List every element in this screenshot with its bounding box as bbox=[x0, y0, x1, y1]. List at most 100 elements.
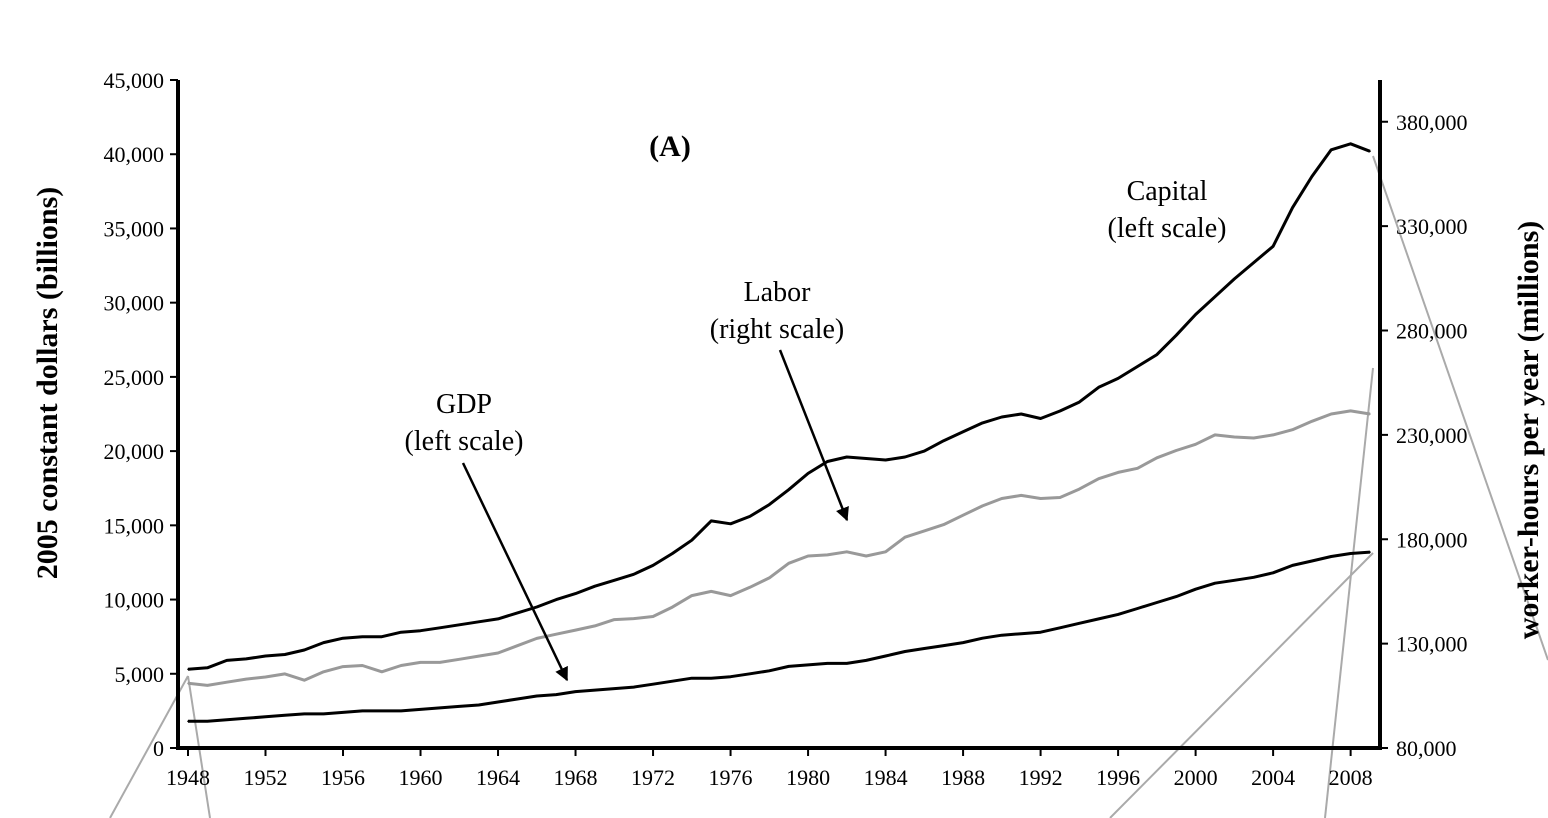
gdp-data-point bbox=[671, 680, 674, 682]
labor-data-point bbox=[555, 633, 557, 635]
labor-data-point bbox=[749, 586, 751, 589]
labor-data-point bbox=[1001, 497, 1003, 500]
gdp-data-point bbox=[1369, 551, 1371, 553]
gdp-data-point bbox=[1039, 631, 1042, 633]
y-left-tick-label: 45,000 bbox=[104, 68, 165, 93]
y-right-tick-label: 80,000 bbox=[1396, 736, 1457, 761]
capital-data-point bbox=[749, 515, 751, 518]
x-tick-label: 2004 bbox=[1251, 765, 1295, 790]
gdp-data-point bbox=[749, 673, 751, 675]
y-right-tick-label: 330,000 bbox=[1396, 214, 1468, 239]
gdp-data-point bbox=[865, 659, 867, 662]
capital-data-point bbox=[1330, 149, 1332, 151]
capital-data-point bbox=[1175, 334, 1177, 337]
zoom-lens-line bbox=[109, 675, 189, 818]
capital-annotation-line-2: (left scale) bbox=[1108, 213, 1227, 244]
labor-data-point bbox=[400, 664, 402, 667]
gdp-data-point bbox=[1252, 576, 1255, 579]
y-left-tick-label: 5,000 bbox=[115, 662, 165, 687]
gdp-data-point bbox=[226, 719, 228, 721]
labor-data-point bbox=[594, 625, 596, 627]
labor-data-point bbox=[497, 652, 499, 654]
axes bbox=[176, 80, 1382, 750]
gdp-data-point bbox=[1330, 555, 1332, 558]
gdp-data-point bbox=[962, 641, 964, 644]
capital-data-point bbox=[1214, 295, 1216, 298]
capital-data-point bbox=[1156, 353, 1158, 356]
capital-data-point bbox=[226, 659, 228, 662]
capital-data-point bbox=[536, 606, 538, 608]
capital-series-points bbox=[187, 143, 1371, 671]
labor-data-point bbox=[1156, 457, 1158, 459]
gdp-data-point bbox=[361, 710, 364, 712]
labor-data-point bbox=[1097, 477, 1100, 480]
labor-data-point bbox=[652, 615, 654, 618]
gdp-data-point bbox=[594, 689, 596, 691]
x-tick-label: 1948 bbox=[166, 765, 210, 790]
labor-data-point bbox=[574, 629, 577, 631]
labor-data-point bbox=[1136, 467, 1139, 470]
capital-data-point bbox=[1272, 245, 1274, 248]
capital-data-point bbox=[768, 503, 771, 506]
labor-data-point bbox=[419, 661, 422, 664]
series-lines bbox=[187, 142, 1371, 723]
labor-data-point bbox=[1369, 413, 1371, 415]
capital-data-point bbox=[1369, 150, 1371, 153]
labor-data-point bbox=[303, 679, 306, 681]
gdp-data-point bbox=[710, 677, 712, 679]
gdp-data-point bbox=[768, 670, 771, 672]
labor-data-point bbox=[1311, 420, 1313, 423]
capital-data-point bbox=[594, 585, 596, 587]
labor-data-point bbox=[632, 617, 635, 620]
capital-data-point bbox=[826, 460, 829, 463]
capital-data-point bbox=[846, 456, 848, 458]
gdp-data-point bbox=[497, 701, 499, 703]
gdp-series-points bbox=[187, 551, 1371, 723]
capital-data-point bbox=[458, 624, 461, 626]
x-tick-label: 1956 bbox=[321, 765, 365, 790]
gdp-annotation: GDP (left scale) bbox=[405, 389, 569, 682]
labor-data-point bbox=[865, 555, 867, 557]
x-tick-label: 1996 bbox=[1096, 765, 1140, 790]
labor-data-point bbox=[477, 655, 480, 657]
y-right-tick-label: 280,000 bbox=[1396, 319, 1468, 344]
labor-series-line bbox=[187, 409, 1371, 687]
capital-data-point bbox=[381, 635, 383, 638]
labor-data-point bbox=[1078, 488, 1081, 490]
labor-data-point bbox=[846, 551, 848, 553]
gdp-data-point bbox=[516, 698, 519, 700]
gdp-data-point bbox=[284, 714, 286, 717]
zoom-lens-line bbox=[1372, 155, 1548, 661]
x-tick-label: 1980 bbox=[786, 765, 830, 790]
labor-data-point bbox=[1117, 471, 1119, 474]
y-left-tick-label: 25,000 bbox=[104, 365, 165, 390]
x-tick-label: 1964 bbox=[476, 765, 520, 790]
gdp-data-point bbox=[381, 710, 383, 712]
gdp-data-point bbox=[1117, 613, 1119, 616]
capital-data-point bbox=[245, 658, 247, 660]
gdp-data-point bbox=[923, 647, 926, 650]
capital-data-point bbox=[206, 667, 209, 669]
capital-data-point bbox=[613, 579, 616, 582]
capital-data-point bbox=[1117, 377, 1119, 380]
gdp-data-point bbox=[419, 708, 422, 711]
x-tick-label: 1968 bbox=[554, 765, 598, 790]
gdp-data-point bbox=[322, 713, 325, 715]
x-tick-label: 1984 bbox=[864, 765, 908, 790]
labor-annotation-line-1: Labor bbox=[744, 277, 812, 308]
labor-data-point bbox=[1272, 434, 1274, 436]
gdp-data-point bbox=[729, 675, 732, 678]
gdp-data-point bbox=[245, 717, 247, 720]
x-tick-label: 1976 bbox=[709, 765, 753, 790]
capital-data-point bbox=[361, 635, 364, 638]
labor-data-point bbox=[710, 590, 712, 593]
labor-series-points bbox=[187, 410, 1371, 687]
labor-data-point bbox=[691, 594, 693, 597]
labor-data-point bbox=[1214, 434, 1216, 436]
labor-data-point bbox=[458, 658, 461, 661]
gdp-data-point bbox=[807, 664, 809, 666]
capital-data-point bbox=[1039, 417, 1042, 420]
zoom-lens-lines bbox=[109, 155, 1548, 818]
y-left-tick-label: 20,000 bbox=[104, 439, 165, 464]
capital-data-point bbox=[1252, 261, 1255, 264]
